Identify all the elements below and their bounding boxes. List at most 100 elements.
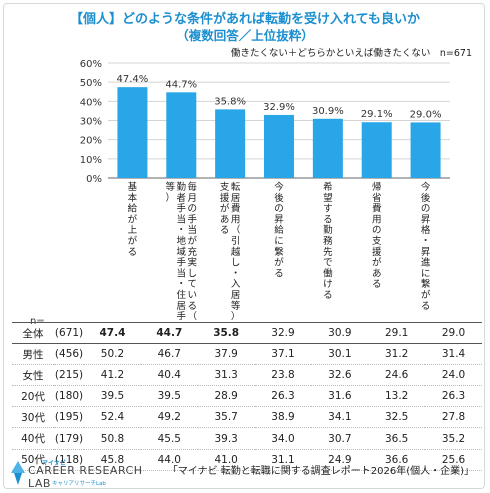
y-tick-label: 40% bbox=[80, 97, 102, 108]
n-label: n= bbox=[30, 316, 45, 327]
category-label-char: 居 bbox=[231, 290, 241, 301]
group-label: 女性 bbox=[12, 364, 55, 387]
group-label: 30代 bbox=[12, 406, 55, 429]
y-tick-label: 50% bbox=[80, 78, 102, 89]
bar bbox=[166, 92, 197, 178]
category-label-char: 給 bbox=[274, 224, 284, 236]
bar bbox=[117, 87, 148, 178]
table-cell: 39.5 bbox=[84, 385, 141, 408]
category-label-char: 居 bbox=[231, 193, 241, 204]
logo-tagline: キャリアリサーチLab bbox=[52, 481, 106, 487]
table-cell: 52.4 bbox=[84, 406, 141, 429]
category-label-char: 手 bbox=[188, 213, 198, 225]
category-label-char: 支 bbox=[220, 181, 230, 193]
bar-value-label: 44.7% bbox=[165, 79, 197, 90]
category-label-char: ・ bbox=[177, 225, 187, 236]
category-label-char: で bbox=[323, 258, 333, 269]
category-label-char: 手 bbox=[177, 203, 187, 215]
category-label-char: 越 bbox=[231, 246, 241, 258]
category-label-char: し bbox=[188, 268, 198, 279]
category-label-char: 当 bbox=[188, 224, 198, 236]
category-label-char: 当 bbox=[177, 213, 187, 225]
table-cell: 38.9 bbox=[254, 406, 312, 429]
table-row: 20代 (180) 39.5 39.5 28.9 26.3 31.6 13.2 26.3 bbox=[12, 385, 482, 408]
category-label-char: け bbox=[323, 279, 333, 290]
category-label-char: 援 bbox=[372, 246, 382, 258]
table-cell: 30.1 bbox=[311, 343, 369, 366]
bar-value-label: 47.4% bbox=[117, 74, 149, 85]
category-label-char: ・ bbox=[231, 268, 241, 279]
table-cell: 24.0 bbox=[425, 364, 482, 387]
table-cell: 45.8 bbox=[84, 449, 141, 471]
category-label-char: 用 bbox=[231, 214, 241, 225]
table-row: 女性 (215) 41.2 40.4 31.3 23.8 32.6 24.6 24.0 bbox=[12, 364, 482, 387]
table-cell: 29.0 bbox=[425, 321, 482, 345]
category-label-char: 省 bbox=[372, 192, 382, 204]
table-cell: 29.1 bbox=[368, 321, 426, 345]
table-cell: 28.9 bbox=[197, 385, 255, 408]
category-label-char: 実 bbox=[188, 257, 198, 269]
table-cell: 50.2 bbox=[84, 343, 141, 366]
category-label-char: （ bbox=[188, 311, 198, 320]
group-n: (195) bbox=[54, 406, 85, 429]
table-cell: 44.7 bbox=[140, 321, 198, 345]
table-cell: 13.2 bbox=[368, 385, 426, 408]
category-label-char: 昇 bbox=[274, 214, 284, 225]
table-row: 50代 (118) 45.8 44.0 41.0 31.1 24.9 36.6 25.6 bbox=[12, 449, 482, 471]
category-label-char: 域 bbox=[177, 246, 187, 258]
category-label-char: 地 bbox=[177, 235, 187, 247]
category-label-char: 月 bbox=[188, 193, 198, 204]
category-label-char: ・ bbox=[177, 279, 187, 290]
bar bbox=[215, 109, 246, 178]
table-cell: 36.6 bbox=[368, 449, 426, 471]
category-label-char: 望 bbox=[323, 192, 333, 204]
category-label-char: て bbox=[188, 279, 198, 290]
category-label-char: 繋 bbox=[421, 278, 431, 290]
table-cell: 36.5 bbox=[368, 427, 426, 450]
table-cell: 39.3 bbox=[197, 427, 255, 450]
category-label-char: 用 bbox=[372, 214, 382, 225]
source-citation: 「マイナビ 転勤と転職に関する調査レポート2026年(個人・企業)」 bbox=[167, 466, 474, 477]
category-label-char: 希 bbox=[323, 181, 333, 193]
y-tick-label: 30% bbox=[80, 117, 102, 128]
group-n: (179) bbox=[54, 427, 85, 450]
bar-value-label: 32.9% bbox=[263, 102, 295, 113]
table-cell: 35.8 bbox=[197, 321, 255, 345]
table-cell: 32.9 bbox=[254, 321, 312, 345]
category-label-char: が bbox=[128, 235, 138, 247]
category-label-char: が bbox=[128, 213, 138, 225]
table-cell: 31.2 bbox=[368, 343, 426, 366]
bar-chart: 0%10%20%30%40%50%60%47.4%基本給が上がる44.7%毎月の… bbox=[80, 59, 450, 320]
logo-small-text: マイナビ bbox=[42, 460, 66, 467]
category-label-char: 進 bbox=[421, 257, 431, 269]
group-n: (215) bbox=[54, 364, 85, 387]
group-n: (671) bbox=[54, 321, 85, 345]
category-label-char: 今 bbox=[274, 181, 284, 193]
category-label-char: 当 bbox=[177, 267, 187, 279]
category-label-char: 上 bbox=[128, 225, 138, 236]
category-label-char: が bbox=[188, 235, 198, 247]
category-label-char: る bbox=[220, 225, 230, 236]
sample-note: 働きたくない＋どちらかといえば働きたくない n=671 bbox=[230, 48, 472, 59]
category-label-char: が bbox=[274, 257, 284, 269]
logo-line1: CAREER RESEARCH bbox=[28, 464, 143, 477]
category-label-char: （ bbox=[231, 224, 241, 236]
group-n: (456) bbox=[54, 343, 85, 366]
category-label-char: る bbox=[372, 279, 382, 290]
table-row: 40代 (179) 50.8 45.5 39.3 34.0 30.7 36.5 35.2 bbox=[12, 427, 482, 450]
table-cell: 26.3 bbox=[425, 385, 482, 408]
category-label-char: 等 bbox=[231, 300, 241, 312]
y-tick-label: 10% bbox=[80, 155, 102, 166]
group-label: 40代 bbox=[12, 427, 55, 450]
category-label-char: 昇 bbox=[421, 214, 431, 225]
table-cell: 46.7 bbox=[140, 343, 198, 366]
category-label-char: 繋 bbox=[274, 246, 284, 258]
category-label-char: る bbox=[274, 268, 284, 279]
category-label-char: 費 bbox=[372, 203, 382, 215]
category-label-char: 後 bbox=[274, 192, 284, 204]
table-cell: 37.9 bbox=[197, 343, 255, 366]
bar bbox=[361, 122, 392, 178]
bar bbox=[410, 122, 441, 178]
group-n: (118) bbox=[54, 449, 85, 471]
data-table: 全体 (671) 47.4 44.7 35.8 32.9 30.9 29.1 29.0 男性 (45… bbox=[12, 321, 482, 471]
